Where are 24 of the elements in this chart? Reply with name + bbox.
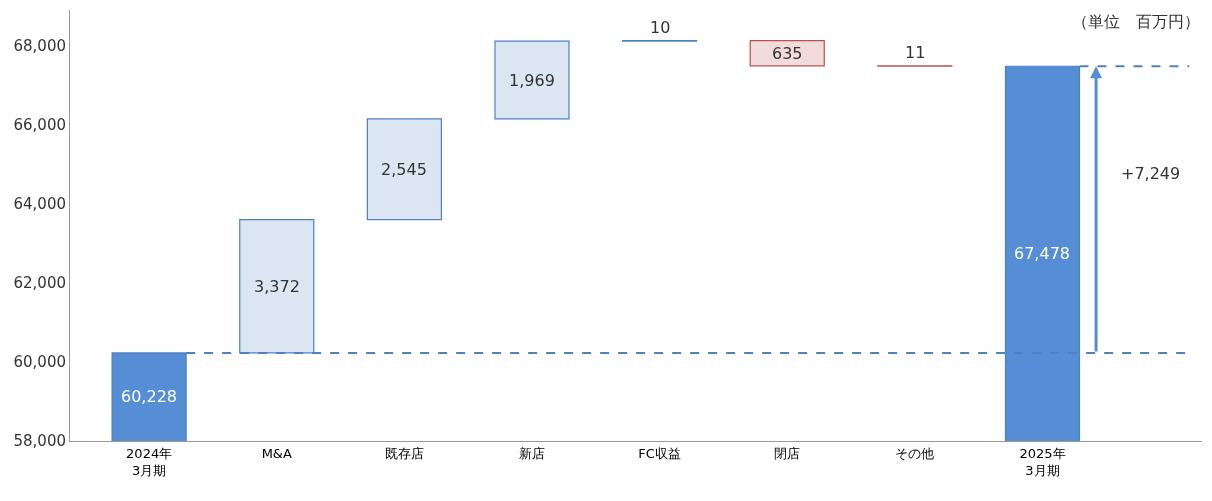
x-tick-label: FC収益 bbox=[638, 445, 681, 461]
y-tick-label: 66,000 bbox=[13, 115, 66, 134]
data-label: 2,545 bbox=[381, 160, 427, 179]
data-label: 10 bbox=[650, 18, 671, 37]
data-label: 1,969 bbox=[509, 71, 555, 90]
annotation: （単位 百万円） bbox=[1072, 12, 1200, 31]
x-tick-label: 閉店 bbox=[774, 445, 801, 461]
data-label: 67,478 bbox=[1014, 244, 1070, 263]
data-label: 3,372 bbox=[254, 277, 300, 296]
y-tick-label: 64,000 bbox=[13, 195, 66, 213]
data-label: 635 bbox=[772, 44, 803, 63]
annotation: +7,249 bbox=[1121, 164, 1181, 183]
x-tick-label: 新店 bbox=[518, 445, 545, 461]
data-label: 60,228 bbox=[121, 387, 177, 406]
x-tick-label: 2025年 3月期 bbox=[1019, 445, 1066, 478]
y-tick-label: 60,000 bbox=[13, 353, 66, 372]
y-tick-label: 68,000 bbox=[13, 36, 66, 55]
x-tick-label: 2024年 3月期 bbox=[126, 445, 173, 478]
x-tick-label: 既存店 bbox=[384, 445, 424, 461]
x-tick-label: その他 bbox=[895, 445, 935, 461]
x-tick-label: M&A bbox=[261, 445, 292, 461]
data-label: 11 bbox=[905, 43, 926, 62]
y-tick-label: 62,000 bbox=[13, 274, 66, 293]
y-tick-label: 58,000 bbox=[13, 432, 66, 451]
